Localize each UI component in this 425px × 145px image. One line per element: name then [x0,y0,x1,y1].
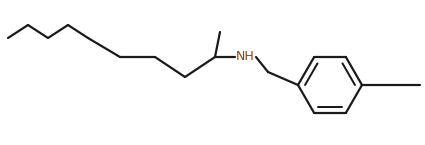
Text: NH: NH [235,50,255,64]
